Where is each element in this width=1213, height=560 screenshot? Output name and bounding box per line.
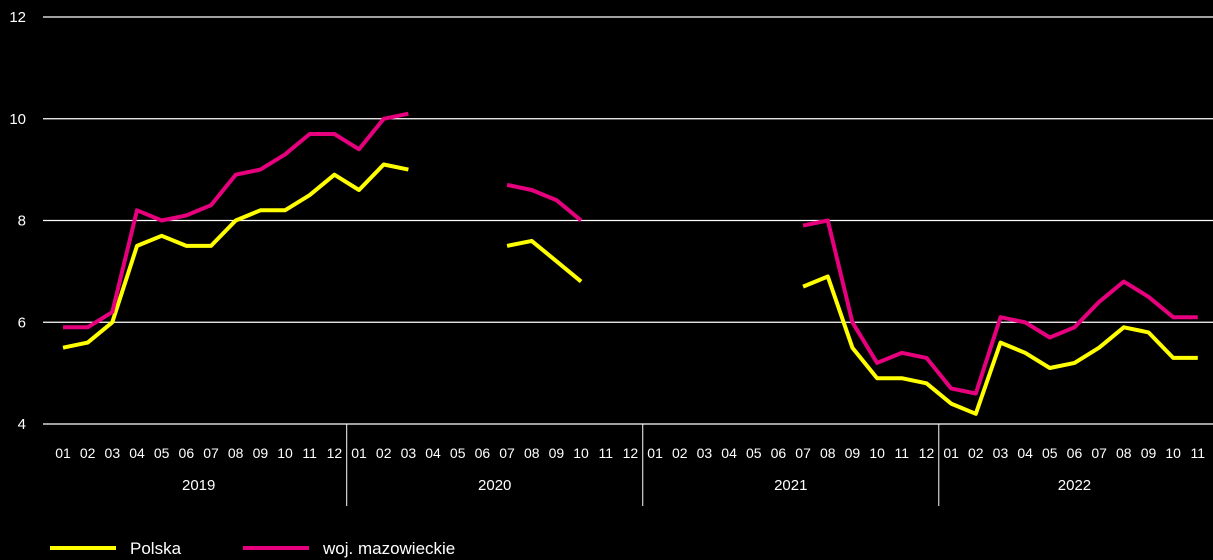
x-tick-label: 11 <box>598 445 613 461</box>
x-tick-label: 05 <box>1042 445 1058 461</box>
x-tick-label: 10 <box>277 445 293 461</box>
x-tick-label: 08 <box>820 445 836 461</box>
x-tick-label: 02 <box>376 445 392 461</box>
y-tick-label: 10 <box>9 111 26 128</box>
x-tick-label: 10 <box>573 445 589 461</box>
series-line <box>802 218 1198 396</box>
y-tick-label: 6 <box>18 314 26 331</box>
x-tick-label: 02 <box>80 445 96 461</box>
year-label: 2019 <box>182 477 215 494</box>
x-tick-label: 05 <box>450 445 466 461</box>
x-tick-label: 01 <box>351 445 367 461</box>
grid-lines <box>43 16 1213 425</box>
legend-label: woj. mazowieckie <box>322 539 455 558</box>
legend: Polska woj. mazowieckie <box>50 539 455 558</box>
x-tick-label: 02 <box>968 445 984 461</box>
x-tick-label: 06 <box>475 445 491 461</box>
x-tick-label: 09 <box>253 445 269 461</box>
x-tick-label: 05 <box>746 445 762 461</box>
x-tick-label: 06 <box>179 445 195 461</box>
series-line <box>506 182 583 223</box>
x-tick-label: 09 <box>1141 445 1157 461</box>
series-lines <box>62 111 1198 416</box>
x-tick-label: 12 <box>623 445 639 461</box>
x-tick-label: 03 <box>401 445 417 461</box>
series-line <box>63 111 409 330</box>
x-tick-label: 03 <box>993 445 1009 461</box>
x-tick-label: 09 <box>549 445 565 461</box>
x-tick-label: 06 <box>771 445 787 461</box>
x-tick-label: 11 <box>302 445 317 461</box>
y-tick-label: 12 <box>9 9 26 26</box>
x-tick-label: 04 <box>721 445 737 461</box>
x-tick-label: 07 <box>499 445 515 461</box>
x-tick-label: 10 <box>869 445 885 461</box>
x-tick-label: 07 <box>203 445 219 461</box>
x-tick-label: 12 <box>327 445 343 461</box>
x-tick-label: 02 <box>672 445 688 461</box>
x-tick-label: 10 <box>1165 445 1181 461</box>
legend-label: Polska <box>130 539 182 558</box>
x-tick-label: 08 <box>524 445 540 461</box>
series-line <box>62 162 409 350</box>
x-tick-label: 04 <box>425 445 441 461</box>
y-axis: 4 6 8 10 12 <box>9 9 26 433</box>
x-tick-label: 01 <box>943 445 959 461</box>
x-tick-label: 11 <box>1191 445 1206 461</box>
x-tick-label: 01 <box>55 445 71 461</box>
y-tick-label: 8 <box>18 213 26 230</box>
series-line <box>506 238 583 284</box>
x-tick-label: 11 <box>895 445 910 461</box>
x-tick-label: 06 <box>1067 445 1083 461</box>
x-axis: 01 02 03 04 05 06 07 08 09 10 11 12 2019 01 02 03 04 05 06… <box>55 424 1205 506</box>
year-label: 2021 <box>774 477 807 494</box>
x-tick-label: 04 <box>129 445 145 461</box>
x-tick-label: 12 <box>919 445 935 461</box>
series-line <box>802 274 1198 416</box>
year-label: 2022 <box>1058 477 1091 494</box>
x-tick-label: 03 <box>697 445 713 461</box>
x-tick-label: 01 <box>647 445 663 461</box>
x-tick-label: 07 <box>1091 445 1107 461</box>
x-tick-label: 08 <box>228 445 244 461</box>
x-tick-label: 08 <box>1116 445 1132 461</box>
year-label: 2020 <box>478 477 511 494</box>
x-tick-label: 09 <box>845 445 861 461</box>
x-tick-label: 03 <box>105 445 121 461</box>
x-tick-label: 07 <box>795 445 811 461</box>
y-tick-label: 4 <box>18 416 26 433</box>
x-tick-label: 05 <box>154 445 170 461</box>
x-tick-label: 04 <box>1017 445 1033 461</box>
